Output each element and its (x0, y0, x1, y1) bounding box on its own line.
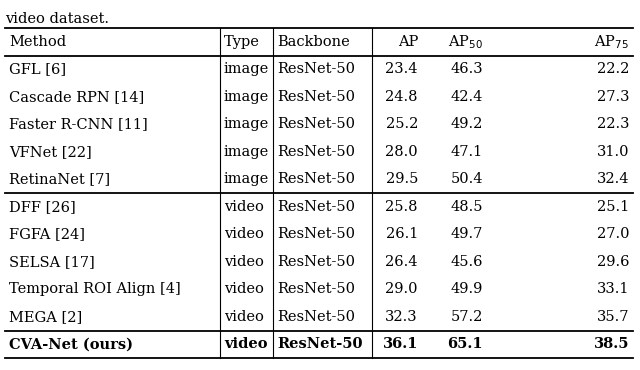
Text: 50.4: 50.4 (451, 172, 483, 186)
Text: video: video (224, 200, 264, 214)
Text: image: image (224, 117, 269, 131)
Text: 25.1: 25.1 (596, 200, 629, 214)
Text: FGFA [24]: FGFA [24] (9, 227, 85, 241)
Text: ResNet-50: ResNet-50 (277, 117, 355, 131)
Text: image: image (224, 172, 269, 186)
Text: 26.4: 26.4 (385, 255, 418, 269)
Text: 65.1: 65.1 (447, 337, 483, 351)
Text: 36.1: 36.1 (383, 337, 418, 351)
Text: Faster R-CNN [11]: Faster R-CNN [11] (9, 117, 148, 131)
Text: 24.8: 24.8 (385, 90, 418, 104)
Text: 23.4: 23.4 (385, 62, 418, 76)
Text: 49.2: 49.2 (451, 117, 483, 131)
Text: 27.0: 27.0 (596, 227, 629, 241)
Text: ResNet-50: ResNet-50 (277, 310, 355, 324)
Text: ResNet-50: ResNet-50 (277, 145, 355, 159)
Text: 29.5: 29.5 (386, 172, 418, 186)
Text: ResNet-50: ResNet-50 (277, 337, 362, 351)
Text: 32.4: 32.4 (596, 172, 629, 186)
Text: ResNet-50: ResNet-50 (277, 282, 355, 296)
Text: 47.1: 47.1 (451, 145, 483, 159)
Text: RetinaNet [7]: RetinaNet [7] (9, 172, 110, 186)
Text: video: video (224, 310, 264, 324)
Text: AP$_{50}$: AP$_{50}$ (448, 33, 483, 51)
Text: 28.0: 28.0 (385, 145, 418, 159)
Text: Cascade RPN [14]: Cascade RPN [14] (9, 90, 144, 104)
Text: AP$_{75}$: AP$_{75}$ (594, 33, 629, 51)
Text: DFF [26]: DFF [26] (9, 200, 76, 214)
Text: Backbone: Backbone (277, 35, 349, 49)
Text: Method: Method (9, 35, 66, 49)
Text: image: image (224, 90, 269, 104)
Text: 33.1: 33.1 (596, 282, 629, 296)
Text: 46.3: 46.3 (451, 62, 483, 76)
Text: ResNet-50: ResNet-50 (277, 200, 355, 214)
Text: ResNet-50: ResNet-50 (277, 227, 355, 241)
Text: video dataset.: video dataset. (5, 12, 109, 26)
Text: 49.7: 49.7 (451, 227, 483, 241)
Text: Temporal ROI Align [4]: Temporal ROI Align [4] (9, 282, 180, 296)
Text: SELSA [17]: SELSA [17] (9, 255, 95, 269)
Text: 49.9: 49.9 (451, 282, 483, 296)
Text: 29.6: 29.6 (596, 255, 629, 269)
Text: 32.3: 32.3 (385, 310, 418, 324)
Text: GFL [6]: GFL [6] (9, 62, 66, 76)
Text: 29.0: 29.0 (385, 282, 418, 296)
Text: 45.6: 45.6 (451, 255, 483, 269)
Text: 38.5: 38.5 (593, 337, 629, 351)
Text: image: image (224, 145, 269, 159)
Text: ResNet-50: ResNet-50 (277, 90, 355, 104)
Text: video: video (224, 337, 268, 351)
Text: 31.0: 31.0 (596, 145, 629, 159)
Text: ResNet-50: ResNet-50 (277, 62, 355, 76)
Text: video: video (224, 255, 264, 269)
Text: video: video (224, 227, 264, 241)
Text: 25.8: 25.8 (385, 200, 418, 214)
Text: VFNet [22]: VFNet [22] (9, 145, 92, 159)
Text: 48.5: 48.5 (451, 200, 483, 214)
Text: AP: AP (397, 35, 418, 49)
Text: 42.4: 42.4 (451, 90, 483, 104)
Text: ResNet-50: ResNet-50 (277, 255, 355, 269)
Text: 25.2: 25.2 (386, 117, 418, 131)
Text: image: image (224, 62, 269, 76)
Text: 27.3: 27.3 (596, 90, 629, 104)
Text: ResNet-50: ResNet-50 (277, 172, 355, 186)
Text: 22.3: 22.3 (596, 117, 629, 131)
Text: MEGA [2]: MEGA [2] (9, 310, 83, 324)
Text: 22.2: 22.2 (596, 62, 629, 76)
Text: video: video (224, 282, 264, 296)
Text: Type: Type (224, 35, 260, 49)
Text: CVA-Net (ours): CVA-Net (ours) (9, 337, 133, 351)
Text: 35.7: 35.7 (596, 310, 629, 324)
Text: 57.2: 57.2 (451, 310, 483, 324)
Text: 26.1: 26.1 (386, 227, 418, 241)
